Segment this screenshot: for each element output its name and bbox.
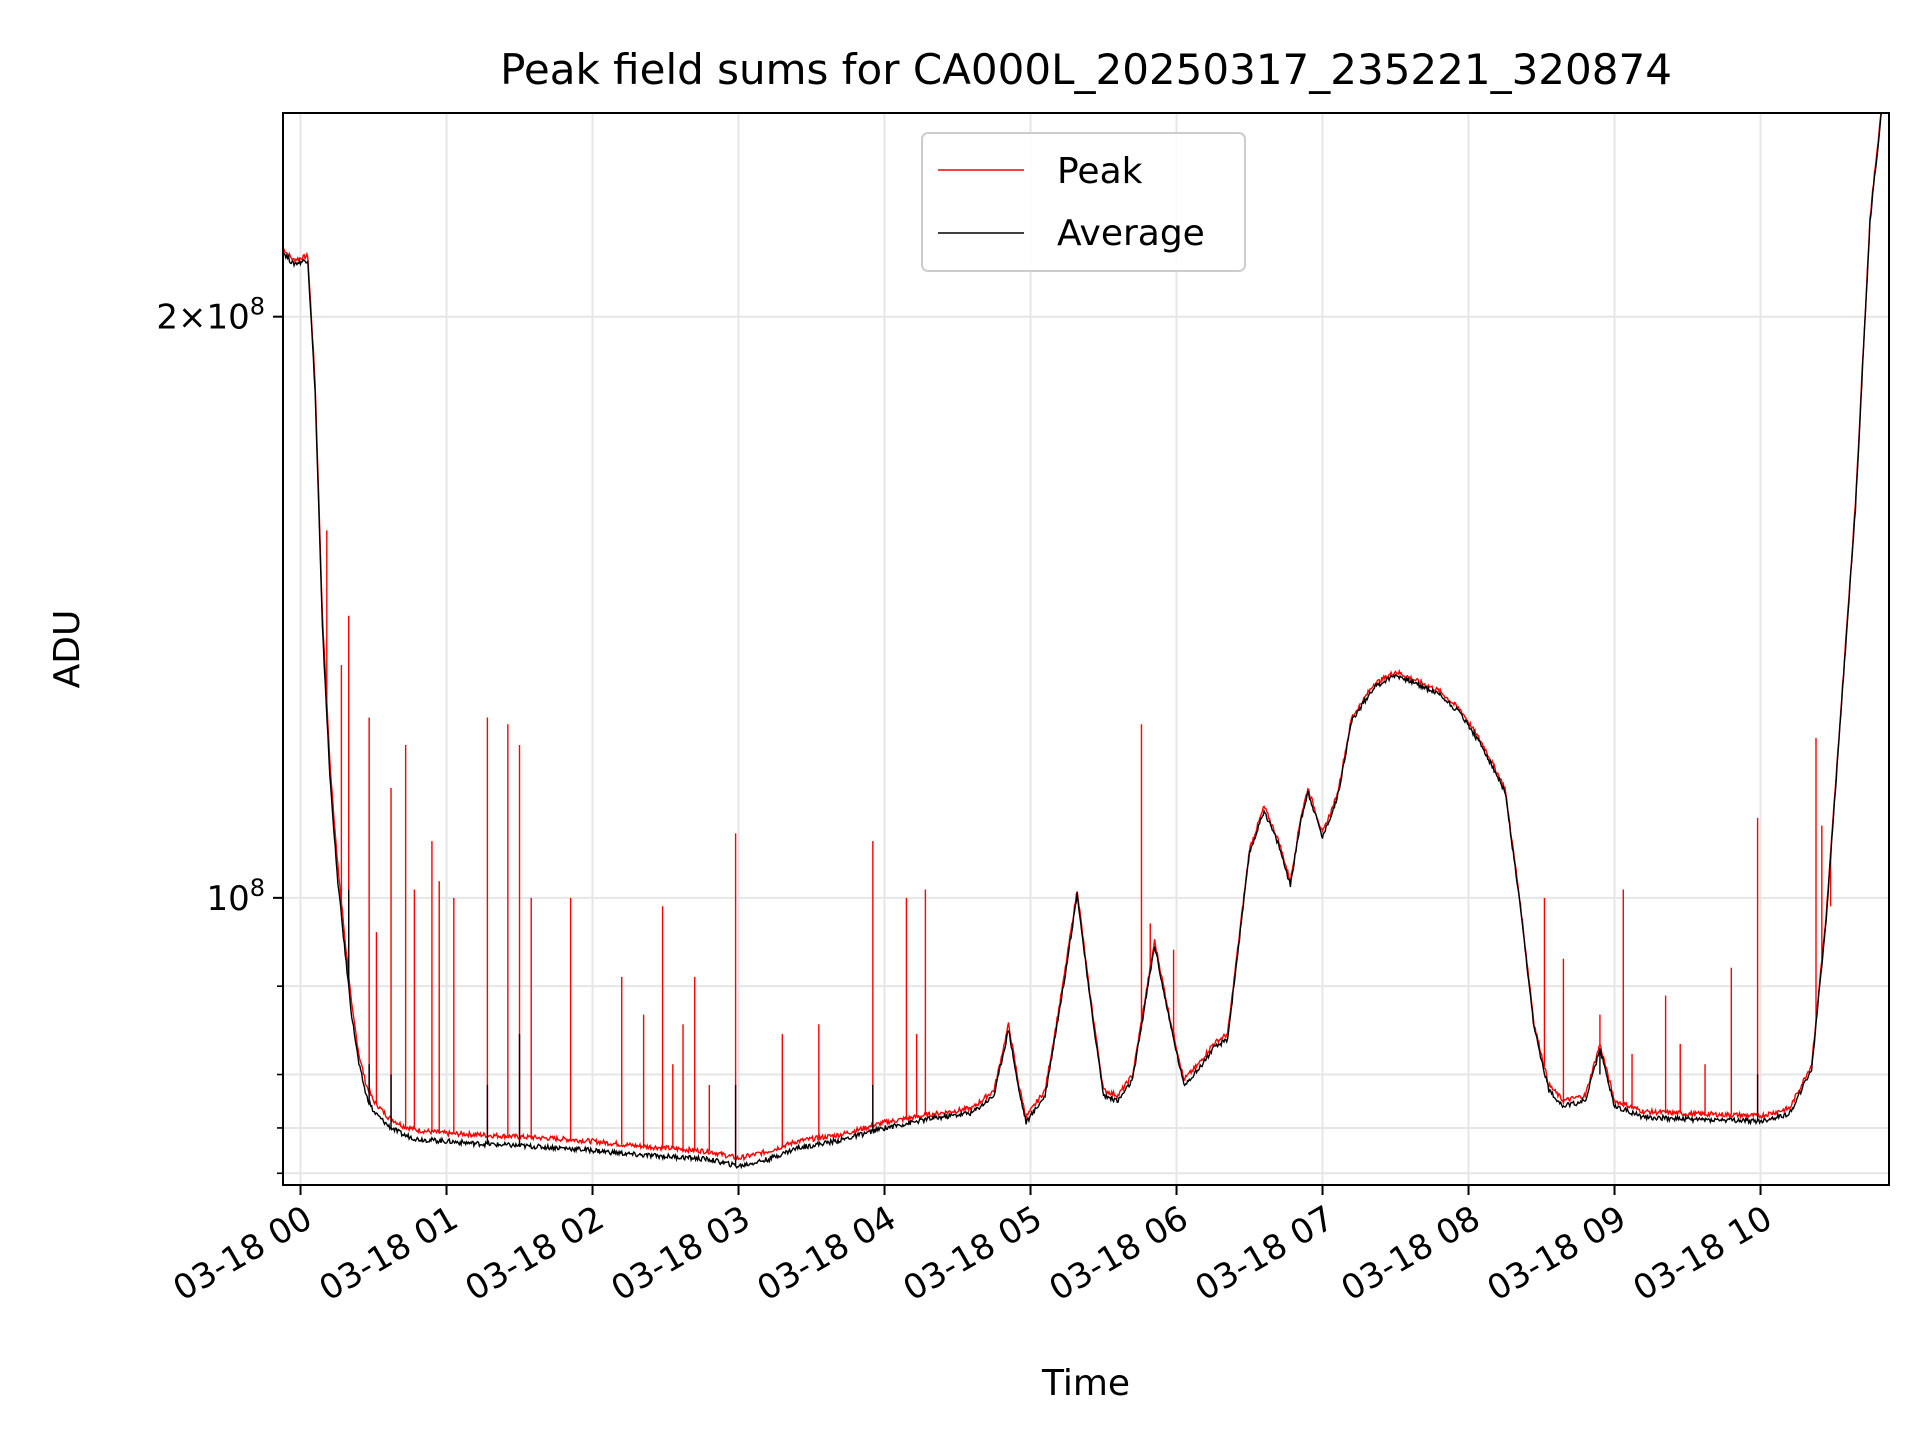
- chart-title: Peak field sums for CA000L_20250317_2352…: [500, 45, 1672, 94]
- y-axis-label: ADU: [47, 610, 88, 689]
- grid-lines: [283, 113, 1889, 1185]
- legend-box: [921, 132, 1246, 272]
- legend: Peak Average: [921, 132, 1246, 272]
- series-average: [283, 113, 1883, 1170]
- y-tick-label: 2×108: [156, 293, 265, 338]
- legend-label-average: Average: [1057, 213, 1205, 254]
- plot-area-frame: [282, 112, 1890, 1186]
- legend-label-peak: Peak: [1057, 151, 1143, 192]
- x-axis-label: Time: [1041, 1363, 1130, 1404]
- series-lines: [283, 113, 1883, 1170]
- line-average: [283, 113, 1883, 1170]
- series-peak: [283, 113, 1882, 1162]
